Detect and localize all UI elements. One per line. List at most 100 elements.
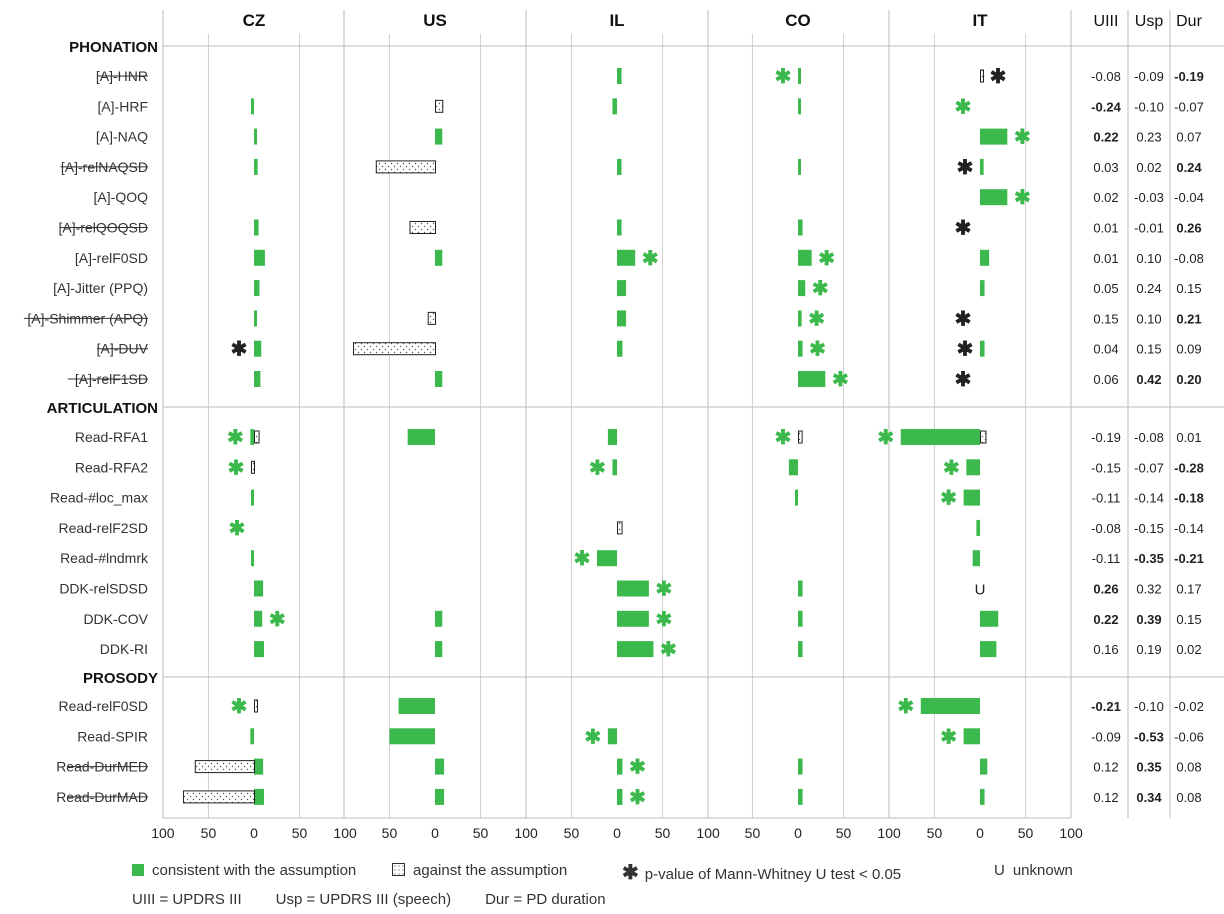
asterisk-icon: ✱ xyxy=(955,218,972,240)
asterisk-icon: ✱ xyxy=(269,609,286,631)
feature-consistent-bar xyxy=(617,788,623,805)
corr-value: -0.19 xyxy=(1174,69,1204,84)
feature-consistent-bar xyxy=(920,698,980,714)
x-tick-label: 100 xyxy=(1059,825,1083,841)
asterisk-icon: ✱ xyxy=(229,518,246,540)
feature-consistent-bar xyxy=(980,189,1008,206)
feature-consistent-bar xyxy=(617,219,622,236)
feature-consistent-bar xyxy=(798,219,803,236)
corr-value: 0.15 xyxy=(1176,612,1201,627)
feature-label: DDK-COV xyxy=(83,611,148,627)
x-tick-label: 0 xyxy=(794,825,802,841)
corr-value: 0.07 xyxy=(1176,130,1201,145)
feature-consistent-bar xyxy=(612,98,617,115)
x-tick-label: 50 xyxy=(292,825,308,841)
x-tick-label: 50 xyxy=(745,825,761,841)
feature-consistent-bar xyxy=(963,489,980,506)
corr-value: 0.12 xyxy=(1093,790,1118,805)
feature-consistent-bar xyxy=(254,158,258,175)
feature-consistent-bar xyxy=(251,98,254,115)
feature-consistent-bar xyxy=(251,550,254,567)
feature-label: Read-relF0SD xyxy=(59,698,148,714)
group-header-articulation: ARTICULATION xyxy=(47,400,158,417)
corr-value: 0.02 xyxy=(1093,190,1118,205)
feature-consistent-bar xyxy=(254,610,263,627)
panel-header-co: CO xyxy=(785,11,811,30)
x-tick-label: 0 xyxy=(613,825,621,841)
feature-consistent-bar xyxy=(980,641,997,658)
feature-consistent-bar xyxy=(798,788,803,805)
asterisk-icon: ✱ xyxy=(585,726,602,748)
feature-label: Read-#lndmrk xyxy=(60,550,149,566)
x-tick-label: 0 xyxy=(431,825,439,841)
corr-value: -0.02 xyxy=(1174,699,1204,714)
asterisk-icon: ✱ xyxy=(1014,187,1031,209)
corr-value: -0.08 xyxy=(1174,251,1204,266)
corr-value: 0.01 xyxy=(1093,251,1118,266)
corr-value: -0.15 xyxy=(1134,521,1164,536)
feature-consistent-bar xyxy=(798,580,803,597)
asterisk-icon: ✱ xyxy=(775,427,792,449)
feature-consistent-bar xyxy=(596,550,617,567)
feature-label: [A]-relF0SD xyxy=(75,250,148,266)
feature-against-bar xyxy=(409,221,437,234)
corr-value: 0.23 xyxy=(1136,130,1161,145)
feature-consistent-bar xyxy=(254,788,265,805)
feature-consistent-bar xyxy=(612,459,617,476)
feature-consistent-bar xyxy=(617,340,623,357)
feature-consistent-bar xyxy=(798,340,803,357)
feature-consistent-bar xyxy=(435,249,443,266)
feature-extra-against-bar xyxy=(182,790,255,804)
feature-consistent-bar xyxy=(435,128,443,145)
corr-value: -0.11 xyxy=(1092,491,1121,506)
feature-consistent-bar xyxy=(798,280,806,297)
feature-consistent-bar xyxy=(972,550,980,567)
abbr-usp: Usp = UPDRS III (speech) xyxy=(275,891,452,908)
corr-value: -0.07 xyxy=(1174,99,1204,114)
feature-consistent-bar xyxy=(966,459,980,476)
corr-value: 0.15 xyxy=(1093,311,1118,326)
corr-value: -0.08 xyxy=(1091,521,1121,536)
asterisk-icon: ✱ xyxy=(775,66,792,88)
feature-against-bar xyxy=(798,430,803,444)
feature-consistent-bar xyxy=(617,249,636,266)
legend-consistent-label: consistent with the assumption xyxy=(152,862,357,879)
corr-value: -0.10 xyxy=(1134,99,1164,114)
feature-consistent-bar xyxy=(798,68,801,84)
feature-consistent-bar xyxy=(250,429,254,445)
feature-consistent-bar xyxy=(254,641,265,658)
corr-value: 0.10 xyxy=(1136,251,1161,266)
asterisk-icon: ✱ xyxy=(656,609,673,631)
corr-value: 0.03 xyxy=(1093,160,1118,175)
asterisk-icon: ✱ xyxy=(818,248,835,270)
corr-value: 0.01 xyxy=(1093,221,1118,236)
corr-value: 0.34 xyxy=(1136,790,1162,805)
feature-consistent-bar xyxy=(254,280,260,297)
group-header-phonation: PHONATION xyxy=(69,39,158,56)
asterisk-icon: ✱ xyxy=(809,339,826,361)
corr-value: -0.03 xyxy=(1134,190,1164,205)
corr-value: 0.32 xyxy=(1136,582,1161,597)
feature-consistent-bar xyxy=(617,68,622,84)
feature-consistent-bar xyxy=(607,429,617,445)
x-tick-label: 100 xyxy=(877,825,901,841)
corr-value: 0.24 xyxy=(1136,281,1161,296)
asterisk-icon: ✱ xyxy=(660,639,677,661)
feature-consistent-bar xyxy=(435,610,443,627)
corr-value: -0.35 xyxy=(1134,551,1164,566)
x-tick-label: 50 xyxy=(473,825,489,841)
unknown-mark: U xyxy=(975,582,986,599)
asterisk-icon: ✱ xyxy=(228,457,245,479)
feature-against-bar xyxy=(617,521,623,535)
corr-value: -0.19 xyxy=(1091,430,1121,445)
feature-consistent-bar xyxy=(251,489,254,506)
corr-value: 0.06 xyxy=(1093,372,1118,387)
corr-value: -0.11 xyxy=(1092,551,1121,566)
asterisk-icon: ✱ xyxy=(955,308,972,330)
corr-value: 0.17 xyxy=(1176,582,1201,597)
legend: consistent with the assumption against t… xyxy=(132,858,1132,908)
corr-value: 0.15 xyxy=(1176,281,1201,296)
feature-consistent-bar xyxy=(900,429,980,445)
feature-consistent-bar xyxy=(795,489,798,506)
corr-header-uiii: UIII xyxy=(1094,13,1119,30)
